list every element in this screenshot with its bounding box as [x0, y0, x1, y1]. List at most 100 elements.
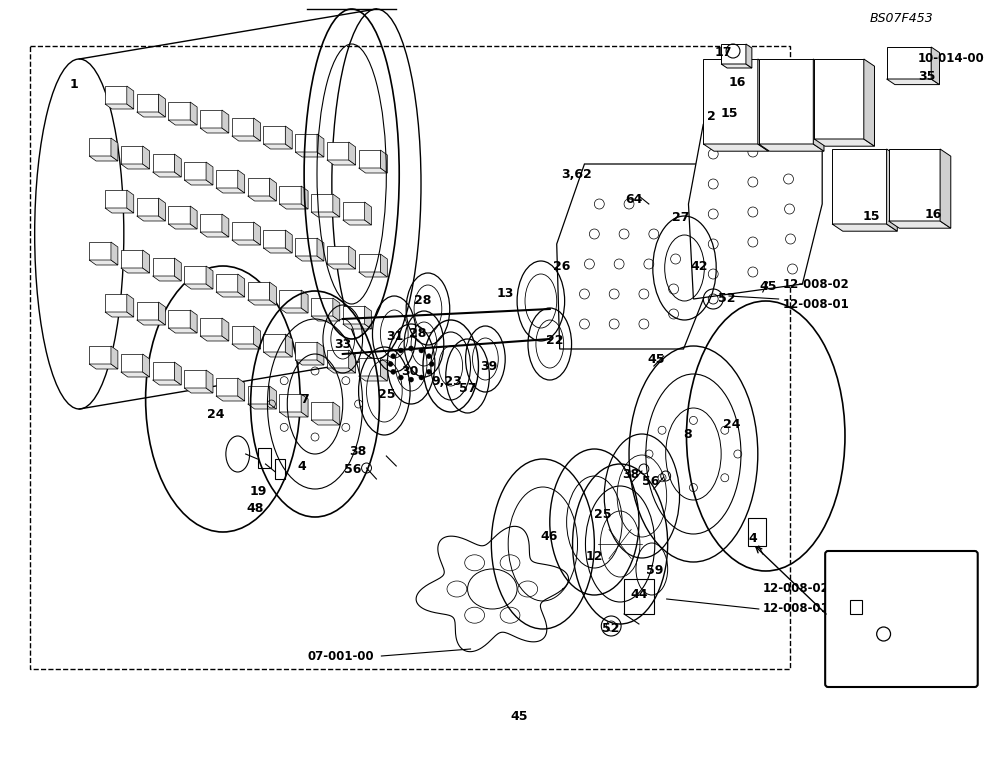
Polygon shape	[327, 142, 349, 160]
Polygon shape	[232, 136, 261, 141]
Polygon shape	[232, 326, 254, 344]
Polygon shape	[105, 208, 134, 213]
Text: 45: 45	[510, 710, 528, 723]
Polygon shape	[279, 394, 301, 412]
Polygon shape	[349, 142, 356, 165]
Polygon shape	[311, 298, 333, 316]
Text: 57: 57	[459, 381, 476, 394]
Polygon shape	[333, 298, 340, 321]
Circle shape	[426, 369, 431, 374]
Polygon shape	[295, 256, 324, 261]
Polygon shape	[333, 402, 340, 425]
Polygon shape	[121, 146, 143, 164]
Polygon shape	[359, 358, 380, 376]
Polygon shape	[153, 276, 181, 281]
Polygon shape	[380, 150, 387, 173]
Polygon shape	[143, 250, 150, 273]
Polygon shape	[832, 149, 887, 224]
Polygon shape	[887, 79, 939, 85]
Polygon shape	[248, 178, 269, 196]
Polygon shape	[365, 202, 371, 225]
Bar	[624, 579, 654, 614]
Polygon shape	[279, 290, 301, 308]
Polygon shape	[216, 378, 238, 396]
Text: 28: 28	[409, 326, 427, 339]
Polygon shape	[222, 110, 229, 133]
Text: 45: 45	[647, 352, 665, 365]
Text: 15: 15	[863, 209, 880, 222]
Polygon shape	[327, 264, 356, 269]
Polygon shape	[758, 59, 769, 151]
Text: 4: 4	[748, 533, 757, 545]
Text: 48: 48	[843, 623, 861, 636]
Polygon shape	[222, 318, 229, 341]
Text: 16: 16	[924, 208, 942, 221]
Polygon shape	[89, 364, 118, 369]
Polygon shape	[759, 144, 824, 151]
Polygon shape	[380, 254, 387, 277]
Polygon shape	[263, 126, 285, 144]
Polygon shape	[813, 59, 824, 151]
Polygon shape	[254, 326, 261, 349]
Polygon shape	[238, 378, 245, 401]
Text: 16: 16	[728, 76, 746, 89]
Polygon shape	[168, 102, 190, 120]
Polygon shape	[127, 190, 134, 213]
Text: 3,62: 3,62	[561, 167, 592, 180]
Bar	[275, 459, 285, 479]
Polygon shape	[200, 128, 229, 133]
Polygon shape	[254, 222, 261, 245]
Polygon shape	[327, 350, 349, 368]
Polygon shape	[295, 342, 317, 360]
Circle shape	[388, 361, 393, 367]
Polygon shape	[184, 162, 206, 180]
Polygon shape	[248, 282, 269, 300]
Circle shape	[409, 346, 414, 351]
Polygon shape	[721, 64, 752, 68]
Polygon shape	[158, 94, 165, 117]
Polygon shape	[137, 94, 158, 112]
Polygon shape	[127, 294, 134, 317]
Polygon shape	[200, 232, 229, 237]
Polygon shape	[206, 370, 213, 393]
Polygon shape	[359, 254, 380, 272]
Text: 19: 19	[250, 484, 267, 497]
Polygon shape	[153, 380, 181, 385]
Bar	[850, 600, 862, 614]
Polygon shape	[759, 59, 813, 144]
Circle shape	[429, 361, 434, 367]
Polygon shape	[238, 170, 245, 193]
Circle shape	[419, 375, 424, 380]
Text: 59: 59	[646, 565, 663, 578]
Polygon shape	[279, 204, 308, 209]
Polygon shape	[343, 202, 365, 220]
Text: 12-008-02: 12-008-02	[763, 582, 830, 595]
Text: 45: 45	[759, 280, 776, 293]
Polygon shape	[174, 258, 181, 281]
Polygon shape	[143, 146, 150, 169]
Polygon shape	[153, 154, 174, 172]
Text: 12-008-01: 12-008-01	[783, 297, 849, 310]
Polygon shape	[137, 216, 165, 221]
Text: 15: 15	[720, 106, 738, 119]
Polygon shape	[295, 360, 324, 365]
Polygon shape	[105, 294, 127, 312]
Polygon shape	[137, 198, 158, 216]
Polygon shape	[168, 206, 190, 224]
Polygon shape	[887, 149, 897, 231]
Text: 24: 24	[207, 407, 225, 420]
Text: 12-008-02: 12-008-02	[783, 277, 849, 290]
Polygon shape	[311, 420, 340, 425]
Text: 12-008-01: 12-008-01	[763, 603, 830, 616]
Polygon shape	[317, 238, 324, 261]
Polygon shape	[311, 194, 333, 212]
Polygon shape	[190, 102, 197, 125]
Polygon shape	[184, 284, 213, 289]
FancyBboxPatch shape	[825, 551, 978, 687]
Text: 7: 7	[300, 393, 308, 406]
Bar	[748, 518, 766, 546]
Text: 33: 33	[334, 338, 351, 351]
Polygon shape	[263, 248, 292, 253]
Text: 4: 4	[298, 459, 307, 472]
Polygon shape	[557, 164, 713, 349]
